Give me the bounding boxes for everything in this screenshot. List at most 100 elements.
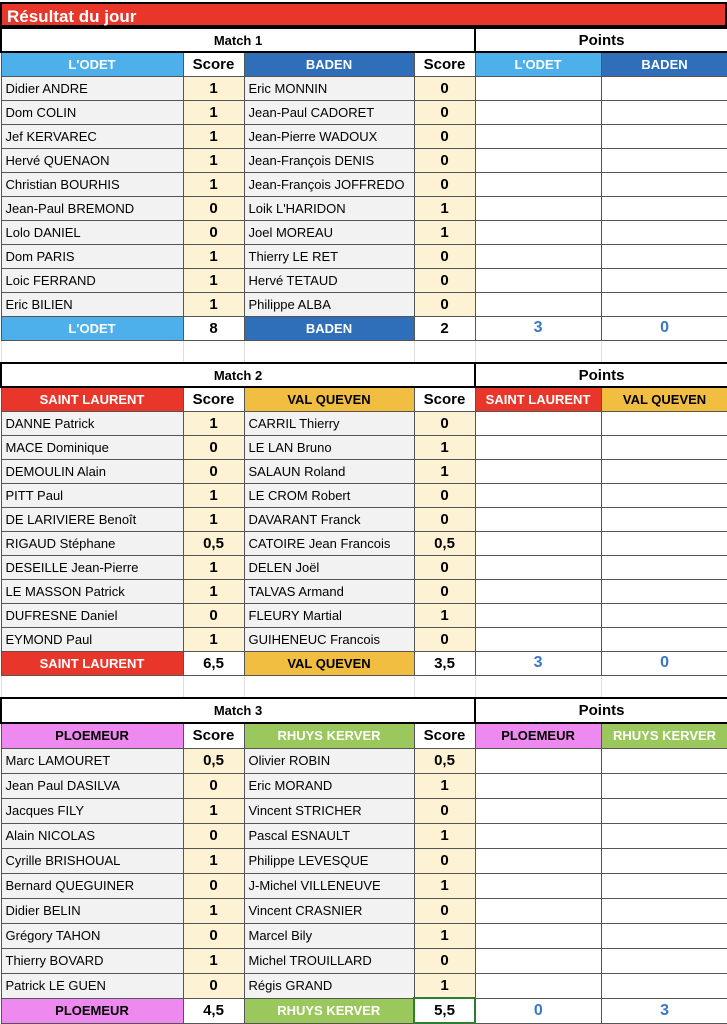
player1-name[interactable]: DUFRESNE Daniel xyxy=(0,602,184,628)
player1-score[interactable]: 1 xyxy=(182,554,245,580)
player2-score[interactable]: 0 xyxy=(413,291,476,317)
points-cell[interactable] xyxy=(474,772,602,799)
player1-score[interactable]: 1 xyxy=(182,267,245,293)
empty-cell[interactable] xyxy=(243,674,415,699)
points-cell[interactable] xyxy=(600,434,727,460)
points-cell[interactable] xyxy=(474,947,602,974)
player1-name[interactable]: Patrick LE GUEN xyxy=(0,972,184,999)
player1-score[interactable]: 0 xyxy=(182,972,245,999)
points-cell[interactable] xyxy=(474,922,602,949)
player2-score[interactable]: 0 xyxy=(413,123,476,149)
player1-name[interactable]: DE LARIVIERE Benoît xyxy=(0,506,184,532)
player2-name[interactable]: FLEURY Martial xyxy=(243,602,415,628)
team1-total[interactable]: 4,5 xyxy=(182,997,245,1024)
points-cell[interactable] xyxy=(474,747,602,774)
team2-points[interactable]: 0 xyxy=(600,315,727,341)
player1-score[interactable]: 0 xyxy=(182,822,245,849)
player1-score[interactable]: 0 xyxy=(182,602,245,628)
player1-name[interactable]: Alain NICOLAS xyxy=(0,822,184,849)
player1-score[interactable]: 0,5 xyxy=(182,530,245,556)
points-cell[interactable] xyxy=(600,267,727,293)
points-cell[interactable] xyxy=(474,99,602,125)
player2-score[interactable]: 0 xyxy=(413,797,476,824)
team1-points[interactable]: 0 xyxy=(474,997,602,1024)
player1-name[interactable]: Dom COLIN xyxy=(0,99,184,125)
player1-score[interactable]: 1 xyxy=(182,243,245,269)
empty-cell[interactable] xyxy=(182,339,245,364)
player1-name[interactable]: EYMOND Paul xyxy=(0,626,184,652)
player2-score[interactable]: 0 xyxy=(413,897,476,924)
player1-name[interactable]: DESEILLE Jean-Pierre xyxy=(0,554,184,580)
team2-total[interactable]: 2 xyxy=(413,315,476,341)
points-cell[interactable] xyxy=(474,147,602,173)
points-cell[interactable] xyxy=(474,602,602,628)
points-cell[interactable] xyxy=(474,578,602,604)
team2-points[interactable]: 0 xyxy=(600,650,727,676)
team2-points[interactable]: 3 xyxy=(600,997,727,1024)
player1-score[interactable]: 1 xyxy=(182,847,245,874)
player2-name[interactable]: Philippe LEVESQUE xyxy=(243,847,415,874)
points-cell[interactable] xyxy=(600,972,727,999)
player1-name[interactable]: MACE Dominique xyxy=(0,434,184,460)
player1-name[interactable]: Lolo DANIEL xyxy=(0,219,184,245)
player2-score[interactable]: 0 xyxy=(413,410,476,436)
player2-name[interactable]: CATOIRE Jean Francois xyxy=(243,530,415,556)
points-cell[interactable] xyxy=(600,410,727,436)
player1-score[interactable]: 1 xyxy=(182,75,245,101)
player1-name[interactable]: Didier BELIN xyxy=(0,897,184,924)
empty-cell[interactable] xyxy=(600,674,727,699)
empty-cell[interactable] xyxy=(243,339,415,364)
points-cell[interactable] xyxy=(474,267,602,293)
player2-score[interactable]: 0 xyxy=(413,267,476,293)
player1-score[interactable]: 0 xyxy=(182,458,245,484)
points-cell[interactable] xyxy=(600,506,727,532)
player2-name[interactable]: Jean-Pierre WADOUX xyxy=(243,123,415,149)
player1-name[interactable]: DANNE Patrick xyxy=(0,410,184,436)
points-cell[interactable] xyxy=(600,123,727,149)
player1-score[interactable]: 0,5 xyxy=(182,747,245,774)
player2-name[interactable]: Michel TROUILLARD xyxy=(243,947,415,974)
player2-score[interactable]: 0 xyxy=(413,243,476,269)
player2-name[interactable]: Vincent STRICHER xyxy=(243,797,415,824)
player2-score[interactable]: 0 xyxy=(413,626,476,652)
player2-score[interactable]: 1 xyxy=(413,772,476,799)
player1-score[interactable]: 1 xyxy=(182,99,245,125)
empty-cell[interactable] xyxy=(413,674,476,699)
player1-score[interactable]: 0 xyxy=(182,872,245,899)
points-cell[interactable] xyxy=(600,947,727,974)
player2-name[interactable]: Joel MOREAU xyxy=(243,219,415,245)
empty-cell[interactable] xyxy=(413,339,476,364)
player2-name[interactable]: Jean-François JOFFREDO xyxy=(243,171,415,197)
points-cell[interactable] xyxy=(474,482,602,508)
player1-name[interactable]: Didier ANDRE xyxy=(0,75,184,101)
player2-name[interactable]: DELEN Joël xyxy=(243,554,415,580)
points-cell[interactable] xyxy=(474,243,602,269)
points-cell[interactable] xyxy=(474,195,602,221)
player2-name[interactable]: LE CROM Robert xyxy=(243,482,415,508)
points-cell[interactable] xyxy=(600,219,727,245)
player2-score[interactable]: 0,5 xyxy=(413,747,476,774)
player2-score[interactable]: 0 xyxy=(413,147,476,173)
player2-name[interactable]: Eric MORAND xyxy=(243,772,415,799)
player2-score[interactable]: 0 xyxy=(413,578,476,604)
player2-name[interactable]: DAVARANT Franck xyxy=(243,506,415,532)
player1-name[interactable]: Dom PARIS xyxy=(0,243,184,269)
points-cell[interactable] xyxy=(600,243,727,269)
player2-name[interactable]: Loik L'HARIDON xyxy=(243,195,415,221)
player2-score[interactable]: 1 xyxy=(413,872,476,899)
player2-score[interactable]: 1 xyxy=(413,922,476,949)
player2-score[interactable]: 1 xyxy=(413,822,476,849)
points-cell[interactable] xyxy=(474,219,602,245)
points-cell[interactable] xyxy=(474,530,602,556)
player2-score[interactable]: 0 xyxy=(413,554,476,580)
points-cell[interactable] xyxy=(600,822,727,849)
player2-name[interactable]: LE LAN Bruno xyxy=(243,434,415,460)
player1-score[interactable]: 1 xyxy=(182,947,245,974)
points-cell[interactable] xyxy=(600,772,727,799)
player2-name[interactable]: Philippe ALBA xyxy=(243,291,415,317)
points-cell[interactable] xyxy=(474,123,602,149)
points-cell[interactable] xyxy=(474,458,602,484)
player2-name[interactable]: Pascal ESNAULT xyxy=(243,822,415,849)
player1-name[interactable]: RIGAUD Stéphane xyxy=(0,530,184,556)
player1-name[interactable]: Thierry BOVARD xyxy=(0,947,184,974)
